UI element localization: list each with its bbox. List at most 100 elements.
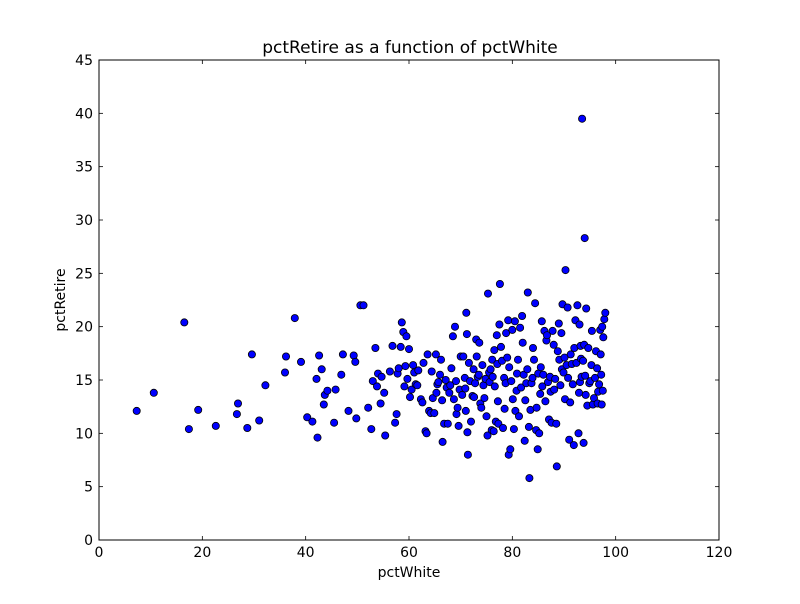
data-point (427, 367, 436, 376)
data-point (593, 364, 602, 373)
data-point (598, 322, 607, 331)
data-point (560, 353, 569, 362)
data-point (575, 388, 584, 397)
data-point (149, 388, 158, 397)
data-point (391, 418, 400, 427)
data-point (536, 363, 545, 372)
data-point (504, 316, 513, 325)
data-point (422, 429, 431, 438)
data-point (472, 352, 481, 361)
data-point (392, 410, 401, 419)
data-point (521, 396, 530, 405)
data-point (400, 382, 409, 391)
data-point (488, 372, 497, 381)
data-point (344, 406, 353, 415)
data-point (513, 369, 522, 378)
data-point (598, 386, 607, 395)
data-point (552, 462, 561, 471)
data-point (388, 341, 397, 350)
data-point (313, 433, 322, 442)
data-point (480, 394, 489, 403)
data-point (419, 358, 428, 367)
data-point (553, 347, 562, 356)
data-point (600, 315, 609, 324)
x-axis-label: pctWhite (378, 565, 441, 581)
y-tick-label: 15 (75, 373, 93, 389)
x-tick-label: 60 (400, 545, 418, 561)
data-point (493, 397, 502, 406)
data-point (500, 404, 509, 413)
data-point (430, 409, 439, 418)
data-point (461, 406, 470, 415)
y-tick-label: 20 (75, 320, 93, 336)
data-point (523, 288, 532, 297)
data-point (525, 474, 534, 483)
data-point (492, 331, 501, 340)
data-point (446, 381, 455, 390)
data-point (559, 368, 568, 377)
data-point (368, 377, 377, 386)
x-tick-label: 80 (503, 545, 521, 561)
data-point (377, 372, 386, 381)
data-point (489, 427, 498, 436)
plot-area (99, 60, 719, 540)
data-point (359, 301, 368, 310)
data-point (566, 398, 575, 407)
data-point (443, 419, 452, 428)
data-point (464, 358, 473, 367)
data-point (351, 357, 360, 366)
data-point (496, 342, 505, 351)
data-point (550, 385, 559, 394)
data-point (441, 375, 450, 384)
data-point (579, 356, 588, 365)
data-point (280, 368, 289, 377)
data-point (380, 388, 389, 397)
x-tick-label: 20 (193, 545, 211, 561)
data-point (515, 412, 524, 421)
data-point (597, 370, 606, 379)
y-tick-label: 45 (75, 53, 93, 69)
data-point (474, 370, 483, 379)
y-tick-label: 25 (75, 266, 93, 282)
data-point (490, 346, 499, 355)
data-point (394, 364, 403, 373)
data-point (352, 414, 361, 423)
data-point (290, 314, 299, 323)
data-point (528, 373, 537, 382)
data-point (413, 381, 422, 390)
data-point (507, 377, 516, 386)
x-tick-label: 120 (706, 545, 733, 561)
data-point (574, 429, 583, 438)
y-axis-label: pctRetire (53, 268, 69, 331)
data-point (537, 317, 546, 326)
data-point (510, 317, 519, 326)
data-point (469, 365, 478, 374)
x-tick-label: 40 (297, 545, 315, 561)
data-point (580, 234, 589, 243)
data-point (483, 289, 492, 298)
data-point (372, 382, 381, 391)
data-point (404, 345, 413, 354)
data-point (371, 343, 380, 352)
y-tick-label: 35 (75, 160, 93, 176)
data-point (331, 385, 340, 394)
data-point (180, 318, 189, 327)
data-point (463, 428, 472, 437)
data-point (488, 355, 497, 364)
data-point (436, 355, 445, 364)
data-point (330, 418, 339, 427)
data-point (587, 326, 596, 335)
data-point (601, 308, 610, 317)
data-point (385, 367, 394, 376)
data-point (524, 422, 533, 431)
data-point (495, 320, 504, 329)
data-point (462, 330, 471, 339)
data-point (518, 338, 527, 347)
data-point (414, 366, 423, 375)
data-point (543, 331, 552, 340)
data-point (445, 388, 454, 397)
data-point (458, 390, 467, 399)
data-point (514, 355, 523, 364)
